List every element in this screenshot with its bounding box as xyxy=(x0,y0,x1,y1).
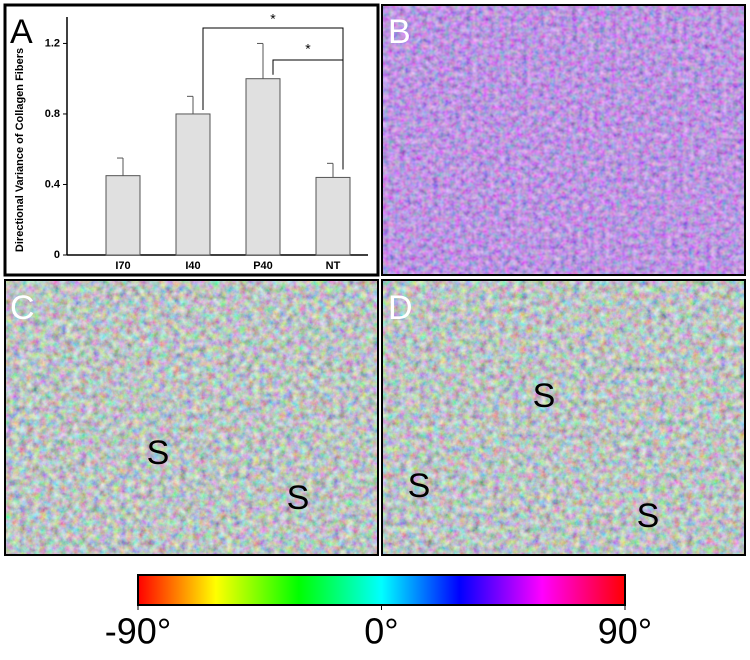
structure-label: S xyxy=(287,479,310,517)
structure-label: S xyxy=(637,497,660,535)
bar xyxy=(315,176,351,256)
y-tick-label: 0.8 xyxy=(45,108,60,120)
significance-bracket xyxy=(272,59,344,170)
colorbar-tick-label: 90° xyxy=(598,611,652,652)
colorbar-tick-label: 0° xyxy=(364,611,398,652)
bar xyxy=(245,78,281,256)
significance-label: * xyxy=(305,41,311,57)
colorbar xyxy=(137,574,626,606)
x-tick-label: I70 xyxy=(115,260,130,272)
micrograph-b xyxy=(382,5,745,275)
panel-c-frame xyxy=(4,279,379,556)
colorbar-tick-label: -90° xyxy=(105,611,171,652)
structure-label: S xyxy=(147,434,170,472)
x-tick-label: NT xyxy=(326,260,341,272)
significance-label: * xyxy=(270,11,276,27)
y-axis-label: Directional Variance of Collagen Fibers xyxy=(14,48,26,252)
panel-letter: D xyxy=(388,289,413,327)
panel-b-frame xyxy=(381,4,746,276)
micrograph-d xyxy=(382,280,745,555)
structure-label: S xyxy=(408,467,431,505)
y-tick-label: 1.2 xyxy=(45,37,60,49)
panel-letter: C xyxy=(10,289,35,327)
x-tick-label: P40 xyxy=(253,260,273,272)
y-tick-label: 0.4 xyxy=(45,178,61,190)
panel-letter: B xyxy=(388,13,411,51)
bar xyxy=(175,113,211,256)
panel-letter: A xyxy=(10,13,33,51)
micrograph-c xyxy=(5,280,378,555)
y-tick-label: 0 xyxy=(54,249,60,261)
bar xyxy=(105,175,141,256)
panel-d-frame xyxy=(381,279,746,556)
x-tick-label: I40 xyxy=(185,260,200,272)
structure-label: S xyxy=(533,377,556,415)
